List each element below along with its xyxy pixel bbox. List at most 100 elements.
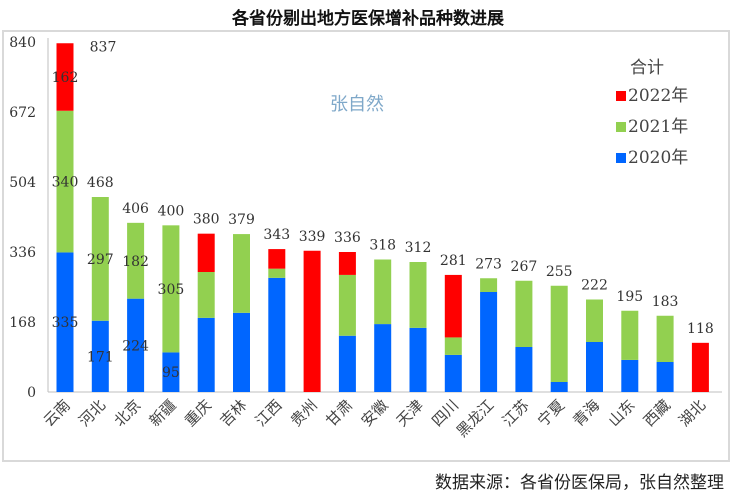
bar-segment-2021年: [233, 234, 250, 313]
total-label: 318: [369, 238, 396, 254]
bar-segment-2022年: [303, 250, 321, 392]
total-label: 339: [299, 229, 326, 245]
legend-label: 2020年: [628, 148, 688, 168]
segment-label: 340: [52, 175, 79, 191]
bar-segment-2021年: [656, 315, 674, 362]
total-label: 380: [193, 212, 220, 228]
category-label: 新疆: [146, 396, 180, 430]
category-label: 安徽: [358, 396, 392, 430]
category-label: 江苏: [499, 396, 533, 430]
total-label: 406: [122, 201, 149, 217]
bar-segment-2020年: [233, 312, 250, 392]
category-label: 甘肃: [322, 396, 356, 430]
segment-label: 297: [87, 252, 114, 268]
bar-segment-2021年: [338, 274, 356, 336]
bar-segment-2020年: [268, 277, 286, 392]
total-label: 336: [334, 230, 361, 246]
total-label: 281: [440, 253, 467, 269]
segment-label: 224: [122, 338, 149, 354]
bar-segment-2020年: [374, 324, 392, 392]
bar-segment-2022年: [197, 233, 215, 272]
segment-label: 182: [122, 254, 149, 270]
bar-segment-2021年: [374, 259, 392, 325]
bar-segment-2022年: [444, 274, 462, 338]
segment-label: 95: [162, 365, 180, 381]
bar-segment-2021年: [162, 225, 180, 353]
chart-title: 各省份剔出地方医保增补品种数进展: [232, 9, 504, 29]
total-label: 222: [581, 278, 608, 294]
bar-segment-2020年: [480, 292, 498, 392]
category-label: 云南: [40, 396, 74, 430]
bar-segment-2020年: [444, 354, 462, 392]
category-label: 黑龙江: [453, 396, 498, 441]
category-label: 贵州: [287, 396, 321, 430]
bar-segment-2022年: [338, 252, 356, 275]
bar-segment-2022年: [691, 342, 709, 392]
watermark-text: 张自然: [330, 94, 384, 115]
bar-segment-2021年: [268, 268, 286, 278]
legend-swatch-2020年: [616, 153, 626, 163]
total-label: 118: [687, 321, 714, 337]
y-tick-label: 168: [9, 315, 36, 331]
bar-segment-2020年: [127, 298, 145, 392]
data-source-note: 数据来源：各省份医保局，张自然整理: [435, 473, 724, 493]
category-label: 天津: [393, 396, 427, 430]
category-label: 河北: [75, 396, 109, 430]
total-label: 267: [511, 259, 538, 275]
bar-segment-2022年: [268, 249, 286, 269]
category-label: 湖北: [675, 396, 709, 430]
bar-segment-2021年: [197, 272, 215, 318]
bar-segment-2021年: [91, 197, 109, 321]
category-label: 重庆: [181, 396, 215, 430]
legend-label: 2022年: [628, 86, 688, 106]
chart-frame: [2, 30, 730, 462]
segment-label: 305: [158, 282, 185, 298]
total-label: 312: [405, 240, 432, 256]
total-label: 343: [263, 227, 290, 243]
bar-segment-2020年: [550, 382, 568, 392]
segment-label: 171: [87, 349, 114, 365]
legend-swatch-2022年: [616, 91, 626, 101]
bar-segment-2021年: [550, 285, 568, 382]
category-label: 宁夏: [534, 396, 568, 430]
bar-segment-2021年: [409, 262, 427, 328]
y-tick-label: 504: [9, 175, 36, 191]
segment-label: 162: [52, 70, 79, 86]
bar-segment-2021年: [621, 310, 639, 360]
total-label: 183: [652, 294, 679, 310]
bar-segment-2021年: [480, 278, 498, 292]
category-label: 吉林: [216, 396, 250, 430]
bar-segment-2021年: [444, 337, 462, 355]
total-label: 837: [90, 39, 117, 55]
bar-segment-2020年: [338, 335, 356, 392]
total-label: 468: [87, 175, 114, 191]
bar-segment-2020年: [56, 252, 74, 392]
y-tick-label: 336: [9, 245, 36, 261]
bar-segment-2021年: [586, 299, 603, 342]
y-tick-label: 0: [27, 385, 36, 401]
total-label: 379: [228, 212, 255, 228]
bar-segment-2021年: [127, 222, 145, 299]
segment-label: 335: [52, 315, 79, 331]
total-label: 195: [616, 289, 643, 305]
bar-segment-2021年: [56, 110, 74, 253]
bar-segment-2020年: [515, 347, 533, 392]
bar-segment-2020年: [91, 320, 109, 392]
legend-title: 合计: [630, 58, 664, 78]
bar-segment-2021年: [515, 280, 533, 347]
category-label: 北京: [110, 396, 144, 430]
bar-segment-2020年: [621, 359, 639, 392]
total-label: 400: [158, 203, 185, 219]
category-label: 江西: [252, 396, 286, 430]
bar-segment-2020年: [586, 342, 603, 392]
bar-segment-2020年: [162, 352, 180, 392]
total-label: 255: [546, 264, 573, 280]
bar-segment-2020年: [197, 317, 215, 392]
bar-segment-2020年: [409, 327, 427, 392]
legend-label: 2021年: [628, 117, 688, 137]
category-label: 山东: [605, 396, 639, 430]
y-tick-label: 672: [9, 105, 36, 121]
y-tick-label: 840: [9, 35, 36, 51]
bar-segment-2022年: [56, 43, 74, 111]
